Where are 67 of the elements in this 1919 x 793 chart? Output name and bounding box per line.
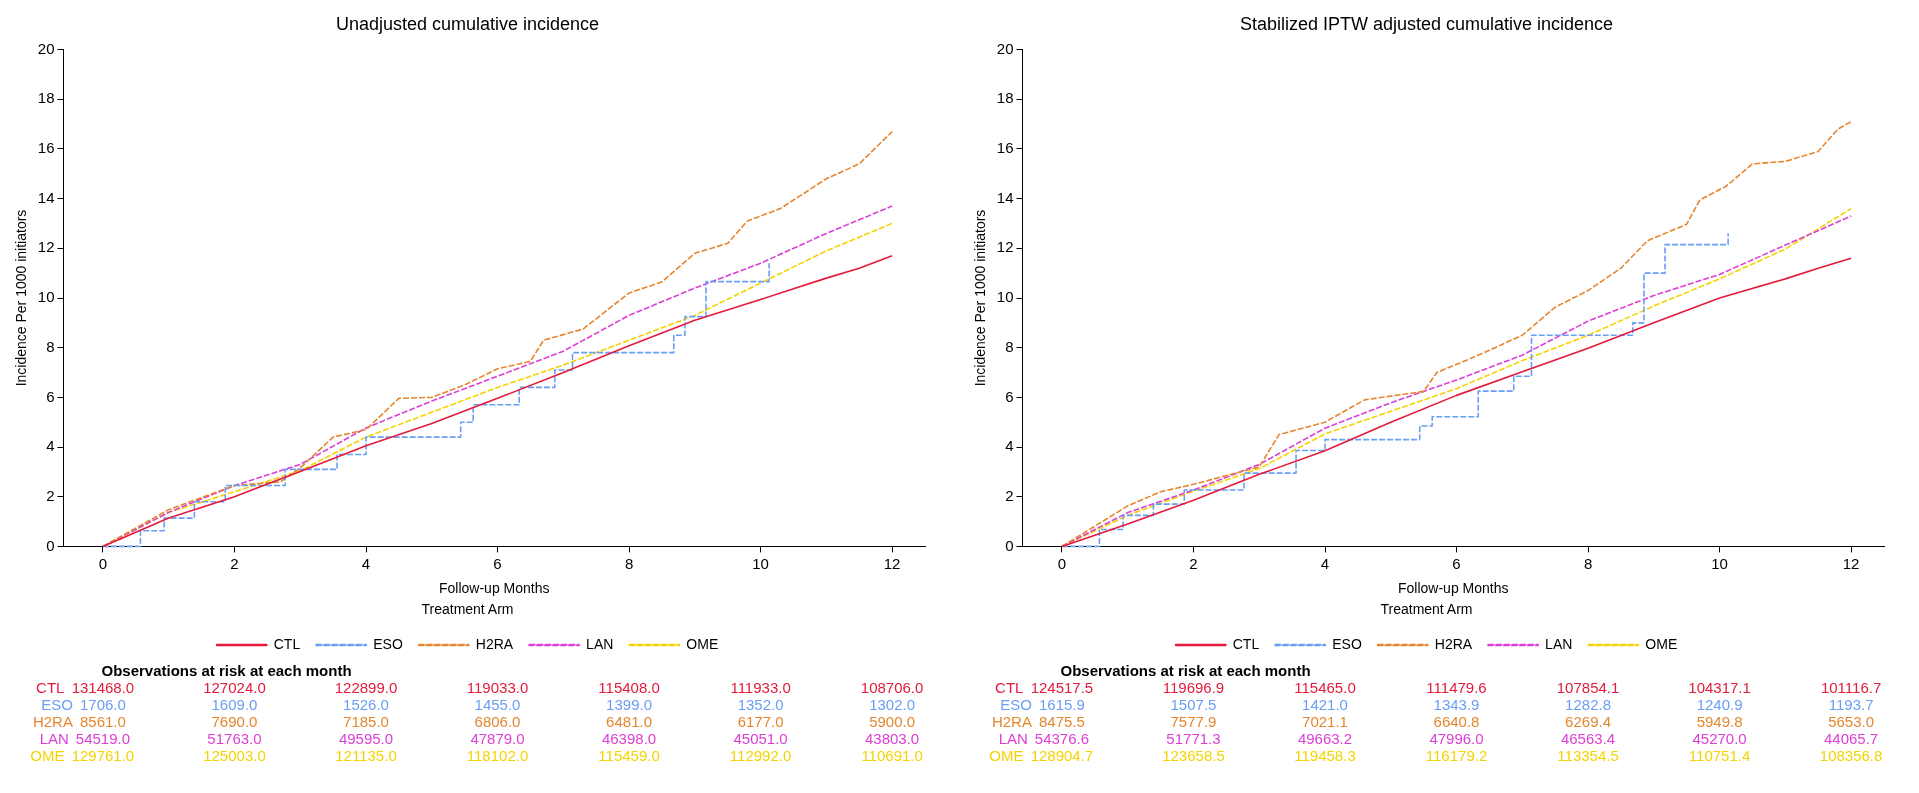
text: Observations at risk at each month [1060,662,1311,679]
x-axis-title: Follow-up Months [438,579,550,596]
y-axis-title: Incidence Per 1000 initiators [13,209,30,387]
y-tick-label: 8 [46,337,55,355]
legend-label: OME [1645,635,1678,652]
legend-label: OME [686,635,719,652]
text: ESO 1615.9 1507.5 1421.0 1343.9 1282.8 1240.9 1193.7 [1000,696,1874,713]
legend-title: Treatment Arm [421,601,514,618]
text: LAN 54519.0 51763.0 49595.0 47879.0 46398.0 45051.0 43803.0 [39,730,920,747]
legend-label: ESO [373,635,403,652]
x-axis-title: Follow-up Months [1397,579,1509,596]
line-series [1061,120,1852,548]
y-tick-label: 2 [46,486,55,504]
x-tick-label: 8 [1583,554,1593,572]
y-tick-label: 0 [46,536,55,554]
text: H2RA 8561.0 7690.0 7185.0 6806.0 6481.0 6177.0 5900.0 [32,713,916,730]
y-tick-label: 20 [996,39,1014,57]
y-tick-label: 12 [37,238,55,256]
y-tick-label: 10 [996,288,1014,306]
y-tick-label: 16 [37,139,55,157]
x-tick-label: 10 [1711,554,1728,572]
legend-title: Treatment Arm [1380,601,1473,618]
x-tick-label: 2 [230,554,239,572]
y-tick-label: 16 [996,139,1014,157]
x-tick-label: 6 [1452,554,1461,572]
y-tick-label: 0 [1005,536,1014,554]
x-tick-label: 4 [1320,554,1330,572]
legend-label: H2RA [475,635,514,652]
x-tick-label: 8 [624,554,634,572]
text: Observations at risk at each month [101,662,352,679]
legend-label: LAN [1545,635,1573,652]
y-tick-label: 6 [46,387,55,405]
legend-label: CTL [273,635,301,652]
y-tick-label: 14 [37,188,55,206]
y-tick-label: 18 [996,89,1014,107]
y-tick-label: 12 [996,238,1014,256]
text: CTL 124517.5 119696.9 115465.0 111479.6 107854.1 104317.1 101116.7 [995,679,1882,696]
legend-label: ESO [1332,635,1362,652]
x-tick-label: 2 [1189,554,1198,572]
chart-title: Unadjusted cumulative incidence [335,13,600,34]
text: CTL 131468.0 127024.0 122899.0 119033.0 115408.0 111933.0 108706.0 [36,679,924,696]
x-tick-label: 12 [883,554,901,572]
x-tick-label: 12 [1842,554,1860,572]
legend-label: H2RA [1434,635,1473,652]
y-tick-label: 4 [1005,437,1014,455]
text: H2RA 8475.5 7577.9 7021.1 6640.8 6269.4 5949.8 5653.0 [991,713,1875,730]
text: ESO 1706.0 1609.0 1526.0 1455.0 1399.0 1352.0 1302.0 [41,696,916,713]
legend-label: LAN [586,635,614,652]
x-tick-label: 0 [1057,554,1067,572]
y-tick-label: 8 [1005,337,1014,355]
text: LAN 54376.6 51771.3 49663.2 47996.0 46563.4 45270.0 44065.7 [998,730,1879,747]
y-axis-title: Incidence Per 1000 initiators [972,209,989,387]
x-tick-label: 6 [493,554,502,572]
x-tick-label: 4 [361,554,371,572]
y-tick-label: 2 [1005,486,1014,504]
y-tick-label: 18 [37,89,55,107]
y-tick-label: 6 [1005,387,1014,405]
y-tick-label: 10 [37,288,55,306]
x-tick-label: 10 [752,554,769,572]
text: OME 128904.7 123658.5 119458.3 116179.2 113354.5 110751.4 108356.8 [989,747,1883,764]
legend-label: CTL [1232,635,1260,652]
x-tick-label: 0 [98,554,108,572]
text: OME 129761.0 125003.0 121135.0 118102.0 115459.0 112992.0 110691.0 [30,747,923,764]
chart-title: Stabilized IPTW adjusted cumulative incidence [1239,13,1614,34]
y-tick-label: 4 [46,437,55,455]
y-tick-label: 20 [37,39,55,57]
y-tick-label: 14 [996,188,1014,206]
